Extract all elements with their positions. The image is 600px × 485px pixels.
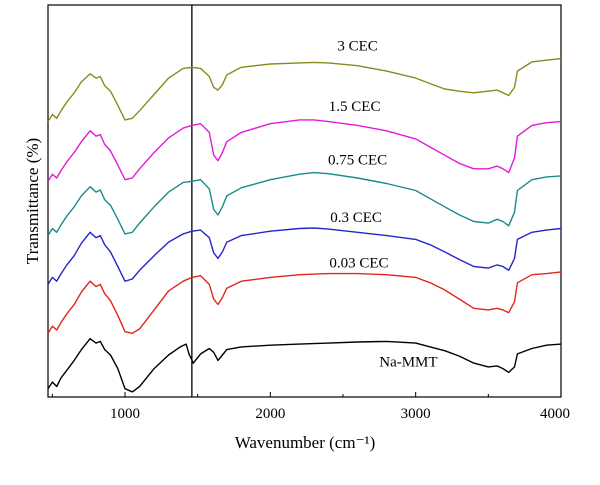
series-label-layer: Na-MMT 0.03 CEC 0.3 CEC 0.75 CEC 1.5 CEC 3 CE… [328, 38, 438, 370]
series-layer [47, 57, 562, 393]
series-line-3-cec [47, 57, 562, 122]
series-line-0-03-cec [47, 271, 562, 334]
series-label-na-mmt: Na-MMT [379, 354, 437, 370]
series-label-3-cec: 3 CEC [337, 38, 377, 54]
x-axis-title: Wavenumber (cm⁻¹) [235, 433, 376, 452]
series-label-0-03-cec: 0.03 CEC [329, 256, 388, 272]
series-line-0-75-cec [47, 171, 562, 236]
series-label-0-75-cec: 0.75 CEC [328, 152, 387, 168]
series-line-0-3-cec [47, 227, 562, 285]
series-line-1-5-cec [47, 119, 562, 182]
series-label-1-5-cec: 1.5 CEC [329, 99, 381, 115]
series-label-0-3-cec: 0.3 CEC [330, 210, 382, 226]
x-tick-label: 2000 [255, 406, 285, 422]
plot-frame [47, 4, 562, 398]
x-tick-label: 3000 [401, 406, 431, 422]
x-axis-ticks: 1000 2000 3000 4000 [51, 392, 570, 422]
y-axis-title: Transmittance (%) [23, 138, 42, 264]
x-tick-label: 1000 [110, 406, 140, 422]
series-line-na-mmt [47, 338, 562, 393]
x-tick-label: 4000 [540, 406, 570, 422]
